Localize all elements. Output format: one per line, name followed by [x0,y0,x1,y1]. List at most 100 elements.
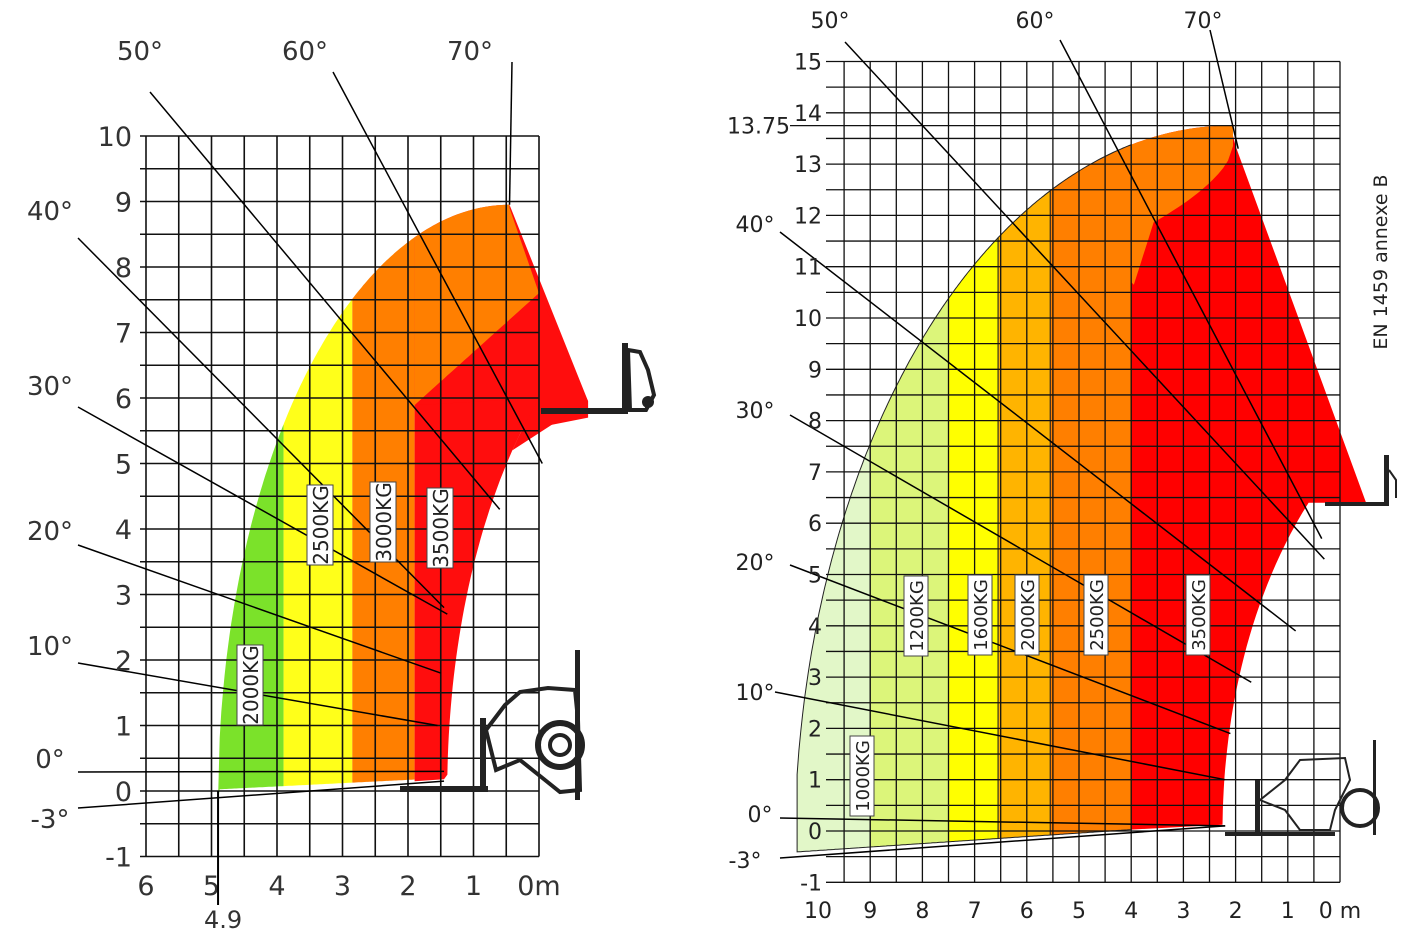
left-x-tick: 2 [399,871,416,902]
right-zone-label: 3500KG [1185,574,1211,656]
right-y-tick: 3 [808,666,822,691]
right-zone-label-box [1185,574,1211,656]
left-y-tick: 0 [115,777,132,808]
left-x-tick: 5 [203,871,220,902]
right-angle-label: 10° [736,681,775,706]
right-angle-ray [779,825,1226,859]
right-zone-label-text: 1000KG [853,740,874,812]
left-zone-label: 3500KG [426,487,454,569]
right-zone-label: 1200KG [903,575,929,657]
right-zone-label: 1600KG [967,574,993,656]
right-angle-label: 60° [1016,9,1055,34]
right-zone-label-box [967,574,993,656]
right-zone-label-text: 2000KG [1018,579,1039,651]
right-angle-ray [774,691,1226,781]
right-x-tick: 5 [1072,899,1086,924]
right-angle-label: 50° [811,9,850,34]
left-x-tick: 3 [334,871,351,902]
left-zone-cap [414,204,539,406]
right-grid [790,60,1341,883]
left-angle-ray [77,770,445,773]
left-zone-label-text: 2000KG [239,645,263,725]
left-angle-ray [77,544,441,674]
right-angle-ray [789,564,1231,735]
right-y-tick: 9 [808,358,822,383]
left-text-layer: 70°60°50°40°30°20°10°0°-3°-1012345678910… [27,37,561,934]
left-angle-label: 70° [447,37,493,67]
left-angle-ray [77,406,448,615]
right-y-tick: 14 [794,102,822,127]
right-angle-label: 0° [748,803,773,828]
left-y-tick: -1 [105,843,132,874]
right-zone-label: 2000KG [1014,574,1040,656]
right-angle-ray [1059,39,1323,539]
right-x-tick: 1 [1281,899,1295,924]
right-zone-label-text: 1600KG [971,579,992,651]
left-grid [140,135,540,858]
right-zone-label-box [1083,574,1109,656]
right-angle-label: 40° [736,213,775,238]
left-angle-ray [508,61,513,205]
right-zone-label-box [1014,574,1040,656]
right-zone-label-text: 2500KG [1087,579,1108,651]
right-zone-1200KG [869,296,949,848]
left-angle-label: 20° [27,517,73,547]
left-zone-label-box [236,644,264,726]
right-angle-label: -3° [729,849,762,874]
right-telehandler-silhouette [1225,455,1397,836]
right-x-tick: 9 [863,899,877,924]
left-zone-label-box [369,481,397,563]
left-zone-label-box [426,487,454,569]
right-max-height-label: 13.75 [727,115,790,140]
right-load-zones [796,125,1367,853]
left-x-tick: 6 [137,871,154,902]
right-angle-ray [1209,29,1239,149]
left-zone-2000KG [218,424,284,801]
right-x-tick: 7 [968,899,982,924]
left-y-tick: 4 [115,515,132,546]
left-y-tick: 3 [115,581,132,612]
right-zone-label-box [903,575,929,657]
left-angle-label: 30° [27,372,73,402]
right-y-tick: 10 [794,307,822,332]
left-zone-label-box [306,484,334,566]
right-load-chart: 70°60°50°40°30°20°10°0°-3°-1012345678910… [727,9,1397,924]
left-angle-label: -3° [31,805,70,835]
left-x-tick: 0m [517,871,560,902]
left-x-tick: 4 [268,871,285,902]
left-zone-label-text: 2500KG [309,485,333,565]
left-y-tick: 10 [98,122,132,153]
right-zone-label-box [849,735,875,817]
right-zone-1600KG [948,236,999,843]
right-zone-2500KG [1049,143,1132,836]
right-y-tick: 11 [794,256,822,281]
left-y-tick: 9 [115,188,132,219]
right-angle-ray [779,231,1297,632]
left-load-zones [218,204,589,801]
right-zone-label-text: 3500KG [1189,579,1210,651]
right-zone-label: 1000KG [849,735,875,817]
left-y-tick: 5 [115,450,132,481]
left-angle-label: 10° [27,632,73,662]
right-zone-2000KG [997,189,1051,840]
left-y-tick: 8 [115,253,132,284]
right-zone-cap [1131,125,1233,285]
left-zone-label: 2000KG [236,644,264,726]
right-y-tick: 6 [808,512,822,537]
left-zone-label-text: 3000KG [372,482,396,562]
left-y-tick: 7 [115,319,132,350]
right-y-tick: 5 [808,564,822,589]
left-angle-ray [77,780,445,809]
right-x-tick: 8 [915,899,929,924]
left-angle-ray [149,91,501,510]
left-angle-label: 50° [117,37,163,67]
right-y-tick: 12 [794,204,822,229]
right-x-tick: 3 [1176,899,1190,924]
right-angle-ray [844,41,1325,560]
left-x-tick: 1 [465,871,482,902]
left-y-tick: 6 [115,384,132,415]
right-y-tick: 8 [808,410,822,435]
left-angle-label: 0° [35,745,65,775]
right-x-tick: 10 [804,899,832,924]
left-y-tick: 2 [115,646,132,677]
